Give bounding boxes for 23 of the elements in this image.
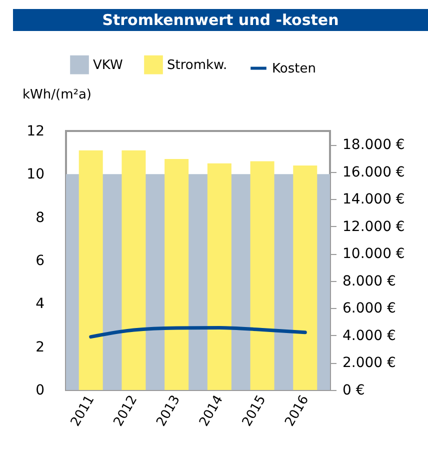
y2-tick-label: 4.000 € xyxy=(342,328,396,344)
y-axis-title: kWh/(m²a) xyxy=(22,88,92,102)
y2-tick-label: 12.000 € xyxy=(342,218,405,235)
y2-tick-label: 8.000 € xyxy=(342,273,396,290)
legend-label: Kosten xyxy=(272,61,316,76)
y2-tick-label: 0 € xyxy=(342,382,365,398)
legend-label: Stromkw. xyxy=(167,58,228,73)
y-tick-label: 4 xyxy=(36,296,45,312)
y2-tick-label: 14.000 € xyxy=(342,192,405,208)
y-tick-label: 10 xyxy=(26,166,44,183)
y-tick-label: 12 xyxy=(26,124,44,140)
y-tick-label: 6 xyxy=(36,253,45,269)
y-tick-label: 8 xyxy=(36,210,44,226)
y-tick-label: 2 xyxy=(36,339,44,356)
y2-tick-label: 18.000 € xyxy=(342,137,405,154)
legend-label: VKW xyxy=(93,58,123,73)
chart-title: Stromkennwert und -kosten xyxy=(13,9,428,31)
y2-tick-label: 16.000 € xyxy=(342,164,405,180)
line-series xyxy=(89,326,307,339)
y2-tick-label: 10.000 € xyxy=(342,246,405,262)
y-tick-label: 0 xyxy=(36,382,44,398)
y2-tick-label: 6.000 € xyxy=(342,300,396,317)
y2-tick-label: 2.000 € xyxy=(342,355,396,372)
